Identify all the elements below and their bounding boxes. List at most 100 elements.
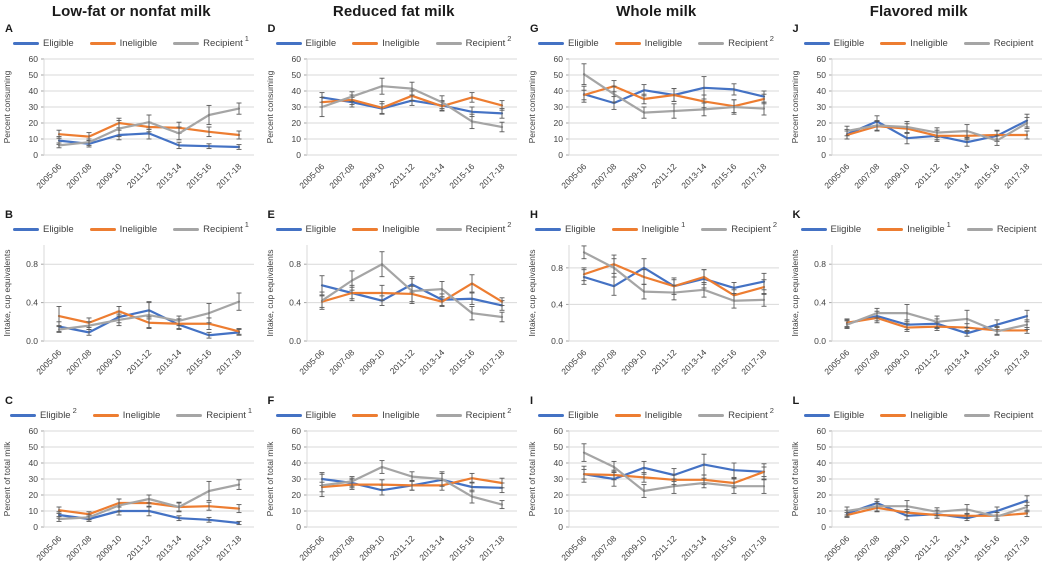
svg-text:2005-06: 2005-06 — [559, 533, 588, 562]
svg-text:2007-08: 2007-08 — [64, 347, 93, 376]
legend-label-recipient: Recipient — [993, 410, 1034, 421]
legend-line-ineligible-icon — [880, 42, 907, 45]
svg-text:10: 10 — [291, 134, 301, 144]
svg-text:2009-10: 2009-10 — [882, 161, 911, 190]
svg-text:2009-10: 2009-10 — [357, 161, 386, 190]
svg-text:2005-06: 2005-06 — [34, 533, 63, 562]
legend-H: Eligible Ineligible 1 Recipient 2 — [525, 220, 787, 237]
svg-text:0.4: 0.4 — [289, 298, 301, 308]
panel-C: C Eligible 2 Ineligible Recipient 1 0 10 20 30 40 5… — [0, 394, 262, 580]
legend-footnote-eligible: 2 — [72, 406, 77, 415]
svg-text:30: 30 — [816, 474, 826, 484]
legend-line-ineligible-icon — [611, 228, 638, 231]
legend-line-ineligible-icon — [614, 42, 641, 45]
legend-label-recipient: Recipient — [728, 38, 768, 49]
legend-line-eligible-icon — [803, 414, 830, 417]
legend-item-recipient: Recipient 1 — [176, 406, 252, 421]
svg-text:20: 20 — [554, 490, 564, 500]
svg-text:2017-18: 2017-18 — [214, 161, 243, 190]
legend-line-eligible-icon — [534, 228, 561, 231]
svg-text:Percent of total milk: Percent of total milk — [527, 441, 537, 516]
legend-item-ineligible: Ineligible — [89, 38, 157, 49]
legend-line-eligible-icon — [275, 414, 302, 417]
svg-text:60: 60 — [554, 54, 564, 64]
svg-text:2011-12: 2011-12 — [125, 533, 154, 562]
legend-line-recipient-icon — [698, 414, 725, 417]
svg-text:2017-18: 2017-18 — [1002, 347, 1031, 376]
panel-J: J Eligible Ineligible Recipient 0 10 20 30 40 50 6… — [788, 22, 1050, 208]
column-title-lowfat: Low-fat or nonfat milk — [51, 2, 211, 20]
legend-line-recipient-icon — [173, 42, 200, 45]
legend-footnote-recipient: 2 — [769, 406, 774, 415]
legend-item-recipient: Recipient 2 — [701, 220, 777, 235]
svg-text:2015-16: 2015-16 — [709, 347, 738, 376]
column-title-flavored: Flavored milk — [869, 2, 968, 20]
svg-text:20: 20 — [29, 118, 39, 128]
panel-F: F Eligible Ineligible Recipient 2 0 10 20 30 40 50… — [263, 394, 525, 580]
svg-text:30: 30 — [816, 102, 826, 112]
svg-text:40: 40 — [816, 458, 826, 468]
svg-text:2011-12: 2011-12 — [912, 533, 941, 562]
panel-L: L Eligible Ineligible Recipient 0 10 20 30 40 50 6… — [788, 394, 1050, 580]
svg-text:2007-08: 2007-08 — [327, 161, 356, 190]
svg-text:50: 50 — [291, 70, 301, 80]
legend-label-eligible: Eligible — [833, 38, 865, 49]
svg-text:2017-18: 2017-18 — [477, 161, 506, 190]
svg-text:2007-08: 2007-08 — [327, 347, 356, 376]
legend-label-ineligible: Ineligible — [907, 224, 945, 235]
legend-label-eligible: Eligible — [305, 410, 337, 421]
legend-label-ineligible: Ineligible — [382, 224, 420, 235]
legend-item-ineligible: Ineligible — [880, 410, 948, 421]
legend-item-ineligible: Ineligible — [352, 410, 420, 421]
svg-text:Percent of total milk: Percent of total milk — [790, 441, 800, 516]
svg-text:40: 40 — [29, 86, 39, 96]
svg-text:Percent of total milk: Percent of total milk — [265, 441, 275, 516]
column-titles-row: Low-fat or nonfat milk Reduced fat milk … — [0, 0, 1050, 22]
legend-line-eligible-icon — [800, 228, 827, 231]
svg-text:2011-12: 2011-12 — [387, 533, 416, 562]
svg-text:2015-16: 2015-16 — [184, 347, 213, 376]
legend-label-recipient: Recipient — [206, 410, 246, 421]
legend-line-ineligible-icon — [352, 42, 379, 45]
svg-text:2007-08: 2007-08 — [589, 347, 618, 376]
svg-text:2013-14: 2013-14 — [679, 347, 708, 376]
legend-item-ineligible: Ineligible — [614, 38, 682, 49]
legend-line-ineligible-icon — [880, 414, 907, 417]
svg-text:0: 0 — [33, 150, 38, 160]
svg-text:2017-18: 2017-18 — [1002, 533, 1031, 562]
legend-line-recipient-icon — [173, 228, 200, 231]
legend-item-recipient: Recipient 2 — [698, 34, 774, 49]
svg-text:Intake, cup equivalents: Intake, cup equivalents — [2, 250, 12, 337]
legend-line-eligible-icon — [275, 228, 302, 231]
svg-text:0.0: 0.0 — [26, 336, 38, 346]
legend-label-eligible: Eligible — [568, 38, 599, 49]
svg-text:20: 20 — [29, 490, 39, 500]
svg-text:Percent consuming: Percent consuming — [2, 70, 12, 143]
legend-C: Eligible 2 Ineligible Recipient 1 — [0, 406, 262, 423]
legend-I: Eligible Ineligible Recipient 2 — [525, 406, 787, 423]
svg-text:Intake, cup equivalents: Intake, cup equivalents — [265, 250, 275, 337]
svg-text:10: 10 — [29, 506, 39, 516]
svg-text:2009-10: 2009-10 — [357, 533, 386, 562]
svg-text:0: 0 — [558, 522, 563, 532]
svg-text:2015-16: 2015-16 — [972, 161, 1001, 190]
chart-svg-G: 0 10 20 30 40 50 60 2005-06 2007-08 2009-10 2011-1… — [527, 54, 779, 190]
chart-svg-C: 0 10 20 30 40 50 60 2005-06 2007-08 2009-10 2011-1… — [2, 426, 254, 562]
svg-text:0: 0 — [821, 150, 826, 160]
svg-text:2017-18: 2017-18 — [477, 347, 506, 376]
svg-text:2013-14: 2013-14 — [679, 533, 708, 562]
panel-letter-I: I — [530, 395, 534, 407]
svg-text:40: 40 — [291, 458, 301, 468]
legend-label-ineligible: Ineligible — [641, 224, 680, 235]
svg-text:10: 10 — [554, 134, 564, 144]
legend-item-recipient: Recipient 2 — [698, 406, 774, 421]
panel-letter-A: A — [5, 23, 13, 35]
svg-text:2007-08: 2007-08 — [589, 533, 618, 562]
svg-text:2015-16: 2015-16 — [709, 161, 738, 190]
legend-footnote-recipient: 2 — [772, 220, 778, 229]
legend-line-ineligible-icon — [614, 414, 641, 417]
legend-item-ineligible: Ineligible 1 — [611, 220, 685, 235]
legend-line-recipient-icon — [698, 42, 725, 45]
svg-text:2017-18: 2017-18 — [477, 533, 506, 562]
legend-footnote-ineligible: 1 — [681, 220, 686, 229]
